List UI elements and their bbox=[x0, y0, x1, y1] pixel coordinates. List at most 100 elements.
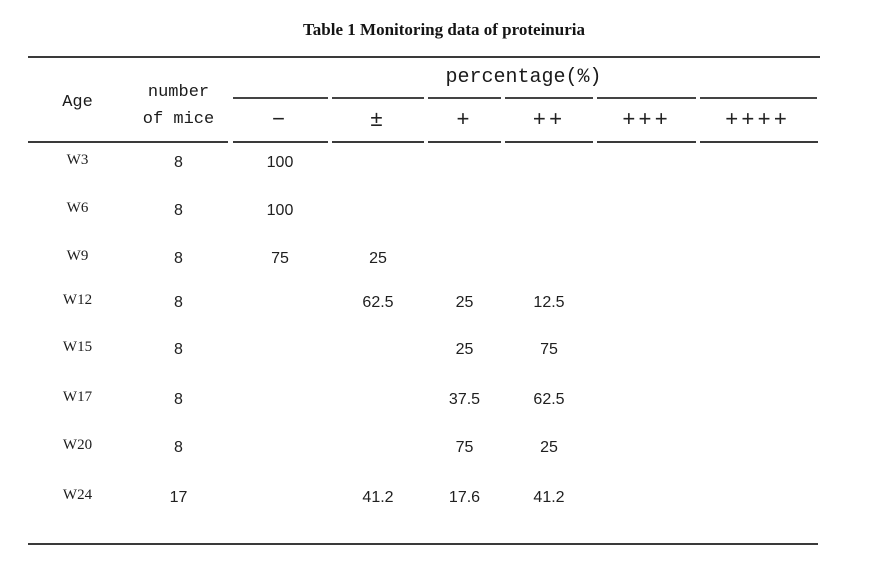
row-age-label: W9 bbox=[66, 248, 89, 264]
mice-header-line2: of mice bbox=[142, 110, 215, 129]
row-mice-count: 8 bbox=[174, 341, 183, 358]
table-row: W12 8 62.5 25 12.5 bbox=[28, 292, 817, 314]
percentage-underline-segment bbox=[700, 97, 817, 99]
level-header-plus3: +++ bbox=[622, 108, 671, 133]
level-header-row: − ± + ++ +++ ++++ bbox=[230, 108, 817, 134]
table-bottom-rule bbox=[28, 543, 818, 545]
cell-value bbox=[426, 200, 503, 222]
row-mice-count: 8 bbox=[174, 202, 183, 219]
row-age-label: W15 bbox=[62, 339, 93, 355]
mice-header-line1: number bbox=[147, 83, 210, 102]
cell-value bbox=[595, 389, 698, 411]
percentage-underline-segment bbox=[233, 97, 328, 99]
table-row: W15 8 25 75 bbox=[28, 339, 817, 361]
cell-value bbox=[595, 200, 698, 222]
row-mice-count: 8 bbox=[174, 391, 183, 408]
row-age-label: W17 bbox=[62, 389, 93, 405]
table-row: W20 8 75 25 bbox=[28, 437, 817, 459]
cell-value bbox=[426, 152, 503, 174]
cell-value bbox=[595, 152, 698, 174]
header-bottom-rule-segment bbox=[233, 141, 328, 143]
row-age-label: W12 bbox=[62, 292, 93, 308]
percentage-header: percentage(%) bbox=[445, 66, 602, 89]
row-age-label: W20 bbox=[62, 437, 93, 453]
header-bottom-rule-segment bbox=[505, 141, 593, 143]
cell-value bbox=[698, 487, 817, 509]
cell-value: 75 bbox=[271, 250, 289, 267]
table-row: W24 17 41.2 17.6 41.2 bbox=[28, 487, 817, 509]
table-row: W17 8 37.5 62.5 bbox=[28, 389, 817, 411]
cell-value bbox=[503, 152, 595, 174]
cell-value: 25 bbox=[455, 294, 474, 311]
row-age-label: W3 bbox=[66, 152, 89, 168]
table-top-rule bbox=[28, 56, 820, 58]
cell-value bbox=[426, 248, 503, 270]
cell-value: 100 bbox=[266, 202, 294, 219]
header-bottom-rule-segment bbox=[597, 141, 696, 143]
cell-value bbox=[698, 389, 817, 411]
cell-value: 62.5 bbox=[533, 391, 565, 408]
percentage-underline-segment bbox=[597, 97, 696, 99]
percentage-underline-segment bbox=[332, 97, 424, 99]
cell-value bbox=[230, 339, 330, 361]
cell-value bbox=[230, 487, 330, 509]
table-row: W6 8 100 bbox=[28, 200, 817, 222]
cell-value bbox=[698, 152, 817, 174]
cell-value: 37.5 bbox=[448, 391, 481, 408]
cell-value bbox=[230, 437, 330, 459]
level-header-negative: − bbox=[271, 108, 289, 133]
cell-value: 62.5 bbox=[362, 294, 394, 311]
percentage-underline-segment bbox=[428, 97, 501, 99]
header-bottom-rule-segment bbox=[28, 141, 228, 143]
table-title: Table 1 Monitoring data of proteinuria bbox=[303, 20, 585, 39]
row-mice-count: 8 bbox=[174, 294, 183, 311]
header-bottom-rule-segment bbox=[332, 141, 424, 143]
cell-value: 75 bbox=[455, 439, 474, 456]
cell-value bbox=[595, 437, 698, 459]
age-column-header: Age bbox=[62, 93, 93, 112]
cell-value bbox=[230, 389, 330, 411]
cell-value bbox=[595, 487, 698, 509]
row-mice-count: 17 bbox=[169, 489, 188, 506]
cell-value bbox=[698, 292, 817, 314]
cell-value: 100 bbox=[266, 154, 294, 171]
row-age-label: W6 bbox=[66, 200, 89, 216]
cell-value bbox=[503, 248, 595, 270]
cell-value: 41.2 bbox=[533, 489, 565, 506]
cell-value bbox=[230, 292, 330, 314]
cell-value bbox=[330, 339, 426, 361]
cell-value bbox=[330, 437, 426, 459]
cell-value bbox=[330, 200, 426, 222]
row-mice-count: 8 bbox=[174, 154, 183, 171]
cell-value: 25 bbox=[455, 341, 474, 358]
mice-column-header: number of mice bbox=[127, 79, 230, 133]
row-mice-count: 8 bbox=[174, 439, 183, 456]
level-header-plus4: ++++ bbox=[725, 108, 790, 133]
cell-value: 25 bbox=[369, 250, 387, 267]
cell-value bbox=[698, 248, 817, 270]
cell-value bbox=[698, 339, 817, 361]
table-row: W3 8 100 bbox=[28, 152, 817, 174]
cell-value: 17.6 bbox=[448, 489, 481, 506]
table-row: W9 8 75 25 bbox=[28, 248, 817, 270]
level-header-plus2: ++ bbox=[532, 108, 566, 133]
level-header-plusminus: ± bbox=[369, 108, 387, 133]
cell-value bbox=[330, 152, 426, 174]
cell-value bbox=[595, 248, 698, 270]
header-bottom-rule-segment bbox=[428, 141, 501, 143]
cell-value bbox=[595, 292, 698, 314]
cell-value bbox=[330, 389, 426, 411]
header-bottom-rule-segment bbox=[700, 141, 818, 143]
cell-value bbox=[503, 200, 595, 222]
cell-value bbox=[698, 200, 817, 222]
cell-value: 75 bbox=[540, 341, 558, 358]
cell-value: 12.5 bbox=[533, 294, 565, 311]
cell-value: 41.2 bbox=[362, 489, 394, 506]
level-header-plus1: + bbox=[456, 108, 473, 133]
cell-value bbox=[595, 339, 698, 361]
row-mice-count: 8 bbox=[174, 250, 183, 267]
row-age-label: W24 bbox=[62, 487, 93, 503]
cell-value: 25 bbox=[540, 439, 558, 456]
percentage-underline-segment bbox=[505, 97, 593, 99]
